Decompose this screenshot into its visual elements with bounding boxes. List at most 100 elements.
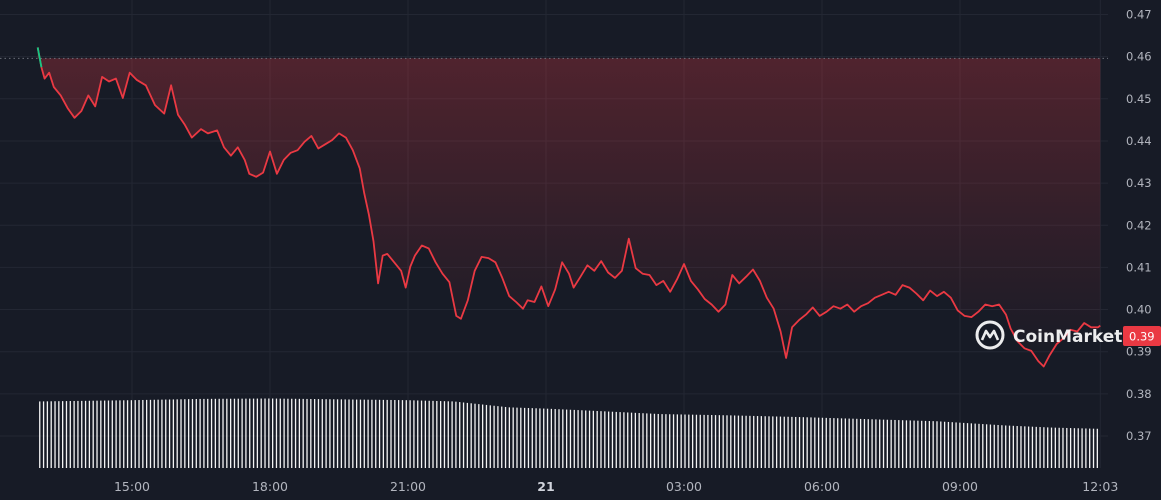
y-axis-ticks: 0.47 0.46 0.45 0.44 0.43 0.42 0.41 0.40 0.39 0.38…	[1126, 8, 1152, 444]
volume-bar	[577, 410, 579, 468]
volume-bars	[39, 398, 1098, 468]
volume-bar	[233, 398, 236, 468]
volume-bar	[585, 410, 587, 468]
volume-bar	[917, 420, 919, 468]
volume-bar	[69, 401, 71, 468]
volume-bar	[947, 421, 950, 468]
volume-bar	[546, 408, 549, 468]
y-tick-label: 0.40	[1126, 303, 1152, 317]
volume-bar	[989, 424, 992, 468]
volume-bar	[310, 398, 312, 468]
volume-bar	[638, 413, 640, 468]
volume-bar	[959, 422, 961, 468]
volume-bar	[1031, 426, 1034, 468]
volume-bar	[684, 414, 686, 468]
volume-bar	[1062, 427, 1064, 468]
volume-bar	[795, 416, 797, 468]
volume-bar	[829, 417, 831, 468]
volume-bar	[516, 407, 518, 468]
volume-bar	[817, 417, 820, 468]
volume-bar	[921, 420, 923, 468]
volume-bar	[329, 399, 331, 468]
volume-bar	[550, 408, 553, 468]
volume-bar	[470, 403, 472, 468]
volume-bar	[157, 399, 159, 468]
volume-bar	[230, 398, 232, 468]
volume-bar	[802, 417, 804, 468]
volume-bar	[798, 417, 801, 468]
volume-bar	[340, 399, 343, 468]
volume-bar	[478, 404, 480, 468]
volume-bar	[62, 401, 64, 468]
x-tick-label: 06:00	[804, 479, 840, 494]
volume-bar	[646, 413, 648, 468]
volume-bar	[424, 400, 427, 468]
volume-bar	[1073, 428, 1076, 468]
y-tick-label: 0.37	[1126, 429, 1152, 443]
volume-bar	[1077, 428, 1079, 468]
volume-bar	[375, 399, 377, 468]
volume-bar	[993, 424, 995, 468]
volume-bar	[676, 414, 679, 468]
volume-bar	[924, 420, 927, 468]
volume-bar	[390, 399, 392, 468]
volume-bar	[840, 418, 843, 468]
volume-bar	[974, 423, 976, 468]
volume-bar	[130, 400, 133, 468]
current-price-label: 0.39	[1123, 326, 1161, 346]
y-tick-label: 0.45	[1126, 92, 1152, 106]
volume-bar	[581, 410, 583, 468]
volume-bar	[222, 398, 224, 468]
x-axis-ticks: 15:00 18:00 21:00 21 03:00 06:00 09:00 12:03	[114, 479, 1118, 494]
volume-bar	[146, 399, 148, 468]
volume-bar	[283, 398, 285, 468]
volume-bar	[371, 399, 373, 468]
y-tick-label: 0.44	[1126, 134, 1152, 148]
volume-bar	[142, 399, 144, 468]
volume-bar	[607, 411, 610, 468]
volume-bar	[875, 419, 877, 468]
volume-bar	[661, 414, 663, 468]
volume-bar	[413, 400, 415, 468]
volume-bar	[680, 414, 682, 468]
volume-bar	[814, 417, 816, 468]
volume-bar	[294, 398, 297, 468]
volume-bar	[508, 407, 511, 468]
volume-bar	[302, 398, 304, 468]
volume-bar	[722, 415, 724, 468]
volume-bar	[474, 403, 476, 468]
volume-bar	[775, 416, 778, 468]
volume-bar	[791, 416, 793, 468]
volume-bar	[81, 400, 83, 468]
volume-bar	[100, 400, 102, 468]
volume-bar	[940, 421, 942, 468]
volume-bar	[237, 398, 239, 468]
x-tick-label: 21:00	[390, 479, 426, 494]
y-tick-label: 0.42	[1126, 218, 1152, 232]
volume-bar	[249, 398, 251, 468]
volume-bar	[886, 419, 888, 468]
volume-bar	[1058, 427, 1060, 468]
volume-bar	[1089, 428, 1091, 468]
volume-bar	[104, 400, 106, 468]
volume-bar	[539, 408, 541, 468]
volume-bar	[119, 400, 121, 468]
x-tick-label: 12:03	[1082, 479, 1118, 494]
volume-bar	[985, 424, 988, 468]
volume-bar	[665, 414, 667, 468]
volume-bar	[497, 406, 499, 468]
volume-bar	[409, 400, 411, 468]
volume-bar	[92, 400, 94, 468]
volume-bar	[779, 416, 782, 468]
volume-bar	[352, 399, 354, 468]
volume-bar	[271, 398, 274, 468]
volume-bar	[363, 399, 365, 468]
volume-bar	[630, 412, 633, 468]
volume-bar	[894, 419, 896, 468]
volume-bar	[535, 408, 537, 468]
volume-bar	[901, 420, 904, 468]
volume-bar	[627, 412, 629, 468]
volume-bar	[531, 408, 533, 468]
volume-bar	[298, 398, 301, 468]
